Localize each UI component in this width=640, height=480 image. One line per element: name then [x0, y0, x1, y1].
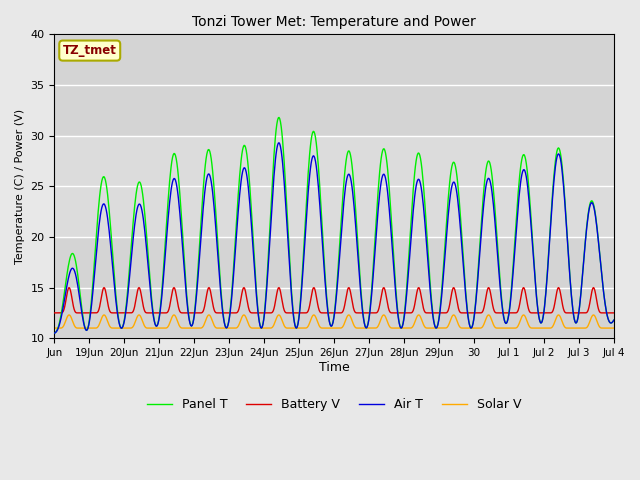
Air T	[392, 299, 400, 304]
Battery V	[248, 310, 255, 316]
Panel T	[268, 190, 276, 195]
Legend: Panel T, Battery V, Air T, Solar V: Panel T, Battery V, Air T, Solar V	[142, 393, 526, 416]
Battery V	[220, 310, 227, 316]
Panel T	[392, 294, 400, 300]
Panel T	[247, 195, 255, 201]
Battery V	[116, 310, 124, 316]
Solar V	[135, 312, 143, 318]
Line: Solar V: Solar V	[54, 315, 614, 328]
Air T	[51, 330, 58, 336]
Panel T	[610, 317, 618, 323]
Panel T	[275, 115, 283, 120]
Bar	[54, 136, 614, 237]
Air T	[219, 311, 227, 316]
Battery V	[135, 285, 143, 290]
Y-axis label: Temperature (C) / Power (V): Temperature (C) / Power (V)	[15, 108, 25, 264]
Line: Panel T: Panel T	[54, 118, 614, 333]
Panel T	[424, 246, 431, 252]
Panel T	[219, 309, 227, 314]
Battery V	[51, 310, 58, 316]
Solar V	[220, 325, 227, 331]
Battery V	[269, 309, 276, 315]
Solar V	[392, 325, 400, 331]
Solar V	[269, 324, 276, 330]
Panel T	[116, 323, 124, 329]
Text: TZ_tmet: TZ_tmet	[63, 44, 116, 57]
Line: Air T: Air T	[54, 143, 614, 333]
Air T	[116, 324, 124, 329]
Line: Battery V: Battery V	[54, 288, 614, 313]
Solar V	[424, 325, 431, 331]
X-axis label: Time: Time	[319, 360, 349, 374]
Title: Tonzi Tower Met: Temperature and Power: Tonzi Tower Met: Temperature and Power	[192, 15, 476, 29]
Air T	[424, 257, 431, 263]
Air T	[275, 140, 283, 145]
Solar V	[116, 325, 124, 331]
Solar V	[51, 325, 58, 331]
Battery V	[424, 310, 431, 316]
Air T	[247, 211, 255, 216]
Air T	[610, 317, 618, 323]
Air T	[268, 206, 276, 212]
Battery V	[610, 310, 618, 316]
Solar V	[610, 325, 618, 331]
Battery V	[392, 310, 400, 316]
Panel T	[51, 330, 58, 336]
Solar V	[248, 325, 255, 331]
